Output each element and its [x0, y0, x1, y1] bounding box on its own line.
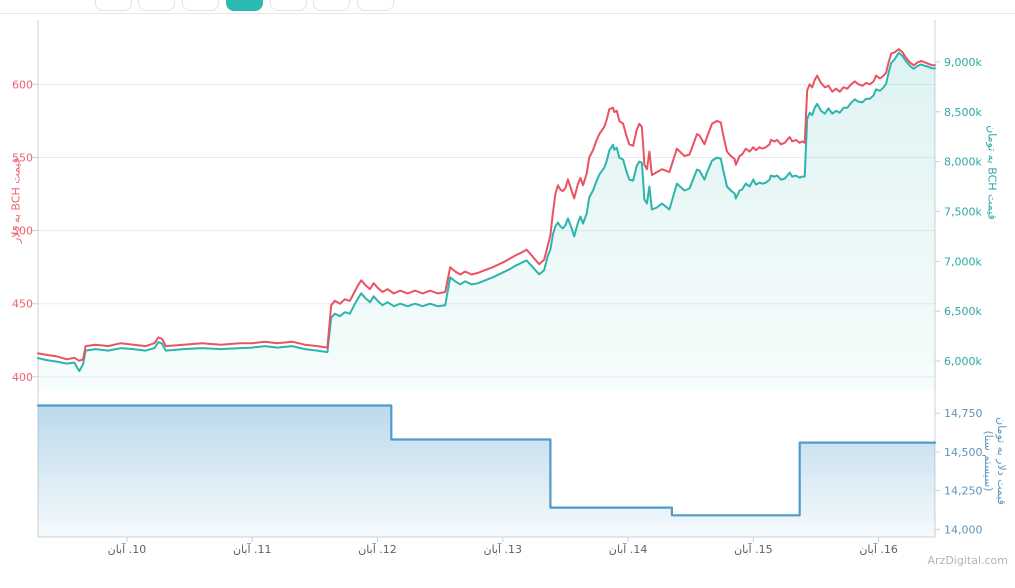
- right-axis-tick-label: 6,000k: [944, 355, 982, 368]
- x-axis-tick-label: 13. آبان: [484, 542, 523, 556]
- x-axis-tick-label: 16. آبان: [859, 542, 898, 556]
- x-axis-tick-label: 12. آبان: [358, 542, 397, 556]
- right-axis-tick-label: 14,000: [944, 523, 983, 536]
- left-axis-tick-label: 400: [12, 371, 33, 384]
- series-area-right: [38, 405, 935, 537]
- right-axis-tick-label: 6,500k: [944, 305, 982, 318]
- range-button-1[interactable]: [95, 0, 132, 11]
- left-axis-tick-label: 450: [12, 298, 33, 311]
- range-button-7[interactable]: [357, 0, 394, 11]
- right-axis-tick-label: 9,000k: [944, 56, 982, 69]
- right-axis-tick-label: 8,000k: [944, 156, 982, 169]
- series-line-right: [37, 51, 936, 373]
- left-axis-tick-label: 600: [12, 78, 33, 91]
- left-axis-tick-label: 500: [12, 225, 33, 238]
- range-button-5[interactable]: [270, 0, 307, 11]
- right-axis-tick-label: 14,750: [944, 407, 983, 420]
- right-axis-tick-label: 14,500: [944, 446, 983, 459]
- toolbar-divider: [0, 13, 1015, 14]
- left-axis-tick-label: 550: [12, 151, 33, 164]
- range-toolbar: [0, 0, 1015, 14]
- watermark-text: ArzDigital.com: [927, 554, 1009, 567]
- right-axis-title-lower-line2: (سیستم سنا): [982, 430, 995, 492]
- range-button-6[interactable]: [313, 0, 350, 11]
- right-axis-title-upper: قیمت BCH به تومان: [985, 125, 999, 220]
- series-line-right: [36, 404, 937, 517]
- x-axis-tick-label: 10. آبان: [108, 542, 147, 556]
- range-button-3[interactable]: [182, 0, 219, 11]
- right-axis-tick-label: 7,000k: [944, 255, 982, 268]
- right-axis-tick-label: 7,500k: [944, 205, 982, 218]
- series-area-right: [38, 52, 935, 391]
- x-axis-tick-label: 14. آبان: [609, 542, 648, 556]
- right-axis-tick-label: 8,500k: [944, 106, 982, 119]
- series-line-left: [37, 48, 936, 362]
- range-button-2[interactable]: [138, 0, 175, 11]
- range-button-4[interactable]: [226, 0, 263, 11]
- x-axis-tick-label: 11. آبان: [233, 542, 272, 556]
- left-axis-title: قیمت BCH به دلار: [9, 158, 23, 243]
- x-axis-tick-label: 15. آبان: [734, 542, 773, 556]
- right-axis-title-lower: قیمت دلار به تومان (سیستم سنا): [982, 381, 1008, 541]
- right-axis-title-lower-line1: قیمت دلار به تومان: [995, 417, 1008, 505]
- right-axis-tick-label: 14,250: [944, 485, 983, 498]
